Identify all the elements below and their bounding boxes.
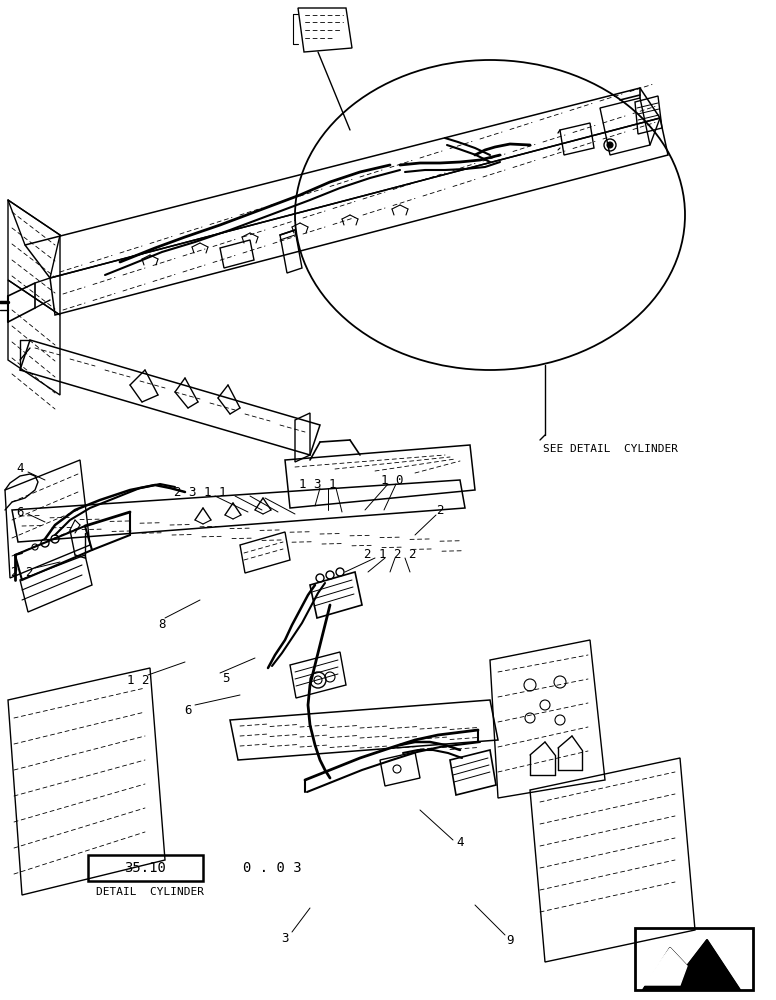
Polygon shape bbox=[643, 940, 740, 990]
Text: 2: 2 bbox=[436, 504, 444, 516]
Text: 5: 5 bbox=[222, 672, 230, 684]
Text: 9: 9 bbox=[506, 934, 514, 946]
Text: 1 3 1: 1 3 1 bbox=[300, 478, 337, 490]
Text: 2 2: 2 2 bbox=[11, 566, 33, 578]
Text: 4: 4 bbox=[456, 836, 464, 850]
Circle shape bbox=[607, 142, 613, 148]
Text: 1 0: 1 0 bbox=[381, 474, 404, 487]
Text: 8: 8 bbox=[158, 618, 166, 632]
Text: 3: 3 bbox=[281, 932, 289, 944]
Text: 0 . 0 3: 0 . 0 3 bbox=[243, 861, 301, 875]
Text: 6: 6 bbox=[16, 506, 24, 518]
Text: DETAIL  CYLINDER: DETAIL CYLINDER bbox=[96, 887, 204, 897]
Text: 4: 4 bbox=[16, 462, 24, 475]
Text: SEE DETAIL  CYLINDER: SEE DETAIL CYLINDER bbox=[543, 444, 678, 454]
Text: 6: 6 bbox=[184, 704, 192, 716]
Text: 2 3 1 1: 2 3 1 1 bbox=[174, 486, 227, 498]
Polygon shape bbox=[643, 948, 687, 985]
Text: 1 2: 1 2 bbox=[126, 674, 149, 686]
Text: 35.10: 35.10 bbox=[124, 861, 166, 875]
Text: 2 1 2 2: 2 1 2 2 bbox=[364, 548, 416, 562]
